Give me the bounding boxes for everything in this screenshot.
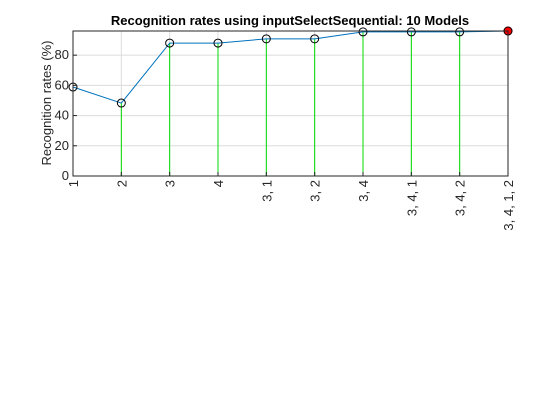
series-line [72,30,509,104]
data-point [310,34,320,44]
y-tick-label: 80 [55,47,69,62]
chart-title: Recognition rates using inputSelectSeque… [111,13,469,28]
x-tick-label: 3, 4 [356,180,371,202]
data-point [455,27,465,37]
stems [72,31,509,176]
y-tick-label: 0 [62,168,69,183]
series [72,30,509,104]
x-tick-label: 3, 4, 1 [404,180,419,216]
x-tick-label: 3, 4, 2 [453,180,468,216]
data-point [165,38,175,48]
y-axis-label: Recognition rates (%) [39,41,54,166]
grid [72,31,509,177]
data-point [213,38,223,48]
plot-frame [72,30,509,177]
y-tick-label: 60 [55,77,69,92]
y-ticks: 0 20 40 60 80 [55,47,77,183]
x-tick-label: 3 [163,180,178,187]
x-tick-label: 2 [114,180,129,187]
data-point [116,98,126,108]
data-point [358,27,368,37]
y-tick-label: 20 [55,138,69,153]
y-tick-label: 40 [55,108,69,123]
x-ticks: 1 2 3 4 3, 1 3, 2 3, 4 3, 4, 1 3, 4, 2 3, 4, 1, 2 [66,172,516,231]
x-tick-label: 3, 1 [259,180,274,202]
x-tick-label: 1 [66,180,81,187]
x-tick-label: 3, 2 [308,180,323,202]
x-tick-label: 4 [211,180,226,187]
data-point [261,34,271,44]
data-point [406,27,416,37]
x-tick-label: 3, 4, 1, 2 [501,180,516,231]
